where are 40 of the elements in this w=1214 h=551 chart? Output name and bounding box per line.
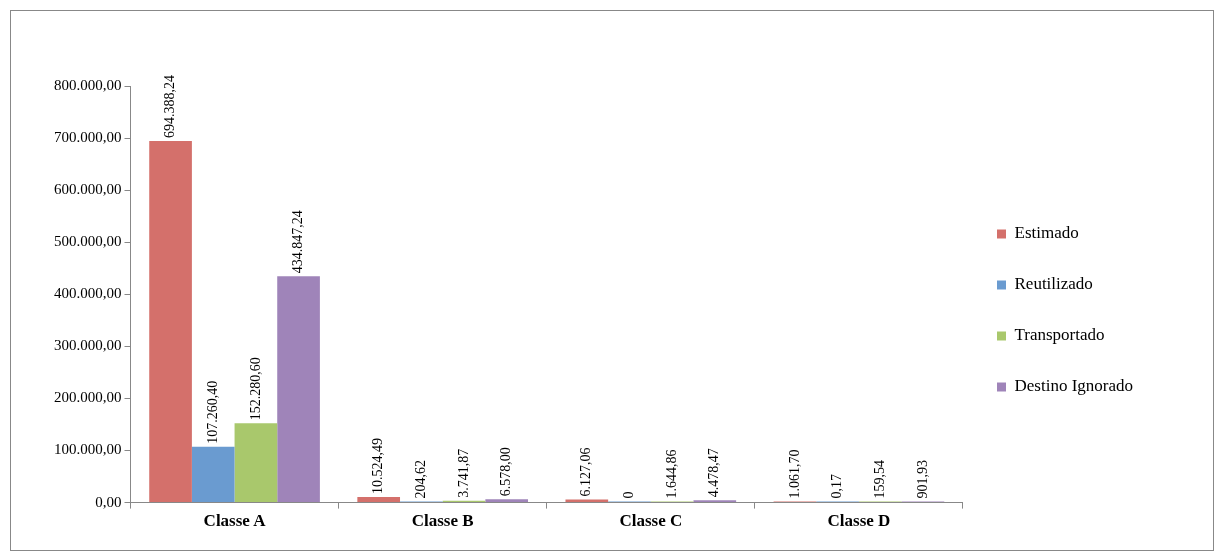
y-tick-label: 0,00 bbox=[95, 493, 122, 510]
x-tick-label: Classe D bbox=[827, 511, 891, 531]
bar bbox=[565, 499, 609, 503]
data-label: 159,54 bbox=[871, 460, 887, 499]
y-tick-label: 400.000,00 bbox=[54, 285, 122, 302]
bar bbox=[149, 141, 192, 503]
legend-label: Reutilizado bbox=[1014, 274, 1093, 294]
legend-label: Estimado bbox=[1014, 223, 1079, 243]
data-label: 0,17 bbox=[829, 474, 845, 499]
bar bbox=[485, 499, 529, 503]
y-tick-label: 300.000,00 bbox=[54, 337, 122, 354]
data-label: 204,62 bbox=[413, 460, 429, 499]
y-tick-label: 800.000,00 bbox=[54, 76, 122, 93]
x-tick-label: Classe B bbox=[411, 511, 474, 531]
y-tick-label: 700.000,00 bbox=[54, 129, 122, 146]
data-label: 4.478,47 bbox=[706, 448, 722, 498]
legend-label: Transportado bbox=[1014, 325, 1105, 345]
data-label: 1.061,70 bbox=[786, 449, 802, 499]
data-label: 107.260,40 bbox=[204, 380, 220, 444]
data-label: 6.578,00 bbox=[498, 447, 514, 497]
y-tick-label: 500.000,00 bbox=[54, 233, 122, 250]
x-tick-label: Classe A bbox=[203, 511, 267, 531]
bar bbox=[191, 446, 235, 503]
data-label: 1.644,86 bbox=[663, 449, 679, 499]
data-label: 694.388,24 bbox=[162, 75, 178, 138]
legend-label: Destino Ignorado bbox=[1014, 376, 1134, 396]
data-label: 10.524,49 bbox=[370, 438, 386, 495]
bar bbox=[357, 497, 401, 503]
y-tick-label: 600.000,00 bbox=[54, 181, 122, 198]
data-label: 6.127,06 bbox=[578, 447, 594, 497]
x-tick-label: Classe C bbox=[619, 511, 683, 531]
y-tick-label: 100.000,00 bbox=[54, 441, 122, 458]
bar bbox=[277, 276, 320, 503]
data-label: 901,93 bbox=[914, 460, 930, 499]
bar bbox=[234, 423, 278, 503]
y-tick-label: 200.000,00 bbox=[54, 389, 122, 406]
data-label: 434.847,24 bbox=[290, 210, 306, 274]
data-label: 3.741,87 bbox=[455, 448, 471, 498]
data-label: 0 bbox=[621, 491, 637, 499]
data-label: 152.280,60 bbox=[247, 357, 263, 421]
